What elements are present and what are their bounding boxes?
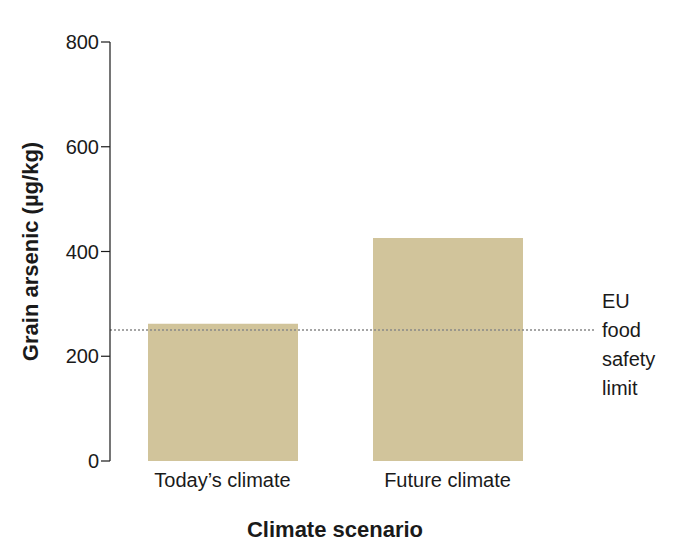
svg-text:EU: EU (602, 290, 630, 312)
svg-text:food: food (602, 319, 641, 341)
svg-text:limit: limit (602, 377, 638, 399)
svg-text:Climate scenario: Climate scenario (247, 517, 423, 542)
svg-text:0: 0 (88, 450, 99, 472)
svg-text:800: 800 (66, 31, 99, 53)
svg-text:Grain arsenic (µg/kg): Grain arsenic (µg/kg) (18, 142, 43, 361)
svg-text:600: 600 (66, 136, 99, 158)
svg-text:Future climate: Future climate (384, 469, 511, 491)
svg-text:200: 200 (66, 345, 99, 367)
svg-text:Today’s climate: Today’s climate (154, 469, 290, 491)
svg-text:400: 400 (66, 241, 99, 263)
svg-text:safety: safety (602, 348, 655, 370)
